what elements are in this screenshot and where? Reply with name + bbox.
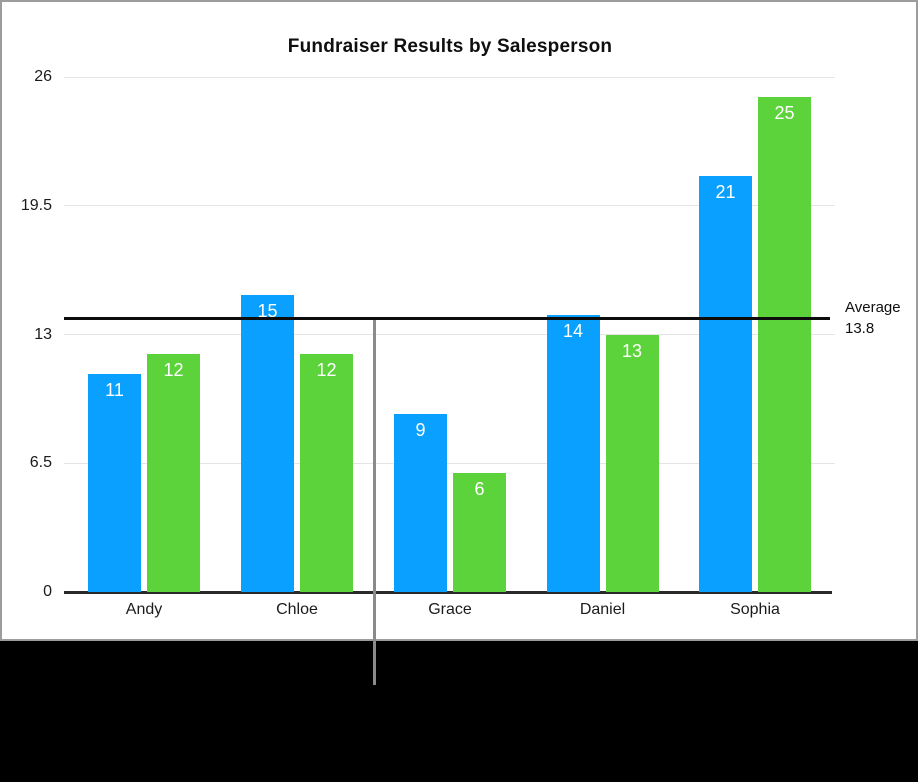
bar-series-green-andy — [147, 354, 200, 592]
average-value-text: 13.8 — [845, 320, 875, 337]
bar-series-green-daniel — [605, 334, 659, 592]
x-axis-line — [64, 591, 832, 594]
average-label-text: Average — [845, 299, 901, 316]
x-category-label: Chloe — [276, 601, 318, 618]
bar-series-green-grace — [453, 473, 506, 592]
bar-series-green-sophia — [758, 96, 811, 592]
bar-value-label: 14 — [562, 320, 584, 341]
average-reference-line — [64, 317, 830, 321]
chart-title: Fundraiser Results by Salesperson — [287, 36, 613, 57]
y-axis-tick-label: 0 — [43, 583, 52, 600]
y-axis-tick-label: 13 — [34, 325, 52, 343]
bar-series-blue-chloe — [241, 294, 294, 592]
x-category-label: Grace — [428, 601, 472, 618]
bar-series-blue-grace — [394, 413, 447, 592]
average-line-label: Average 13.8 — [845, 297, 901, 339]
callout-pointer-line — [373, 317, 376, 685]
bar-series-green-chloe — [300, 354, 353, 592]
gridline — [64, 205, 835, 207]
bar-series-blue-daniel — [546, 314, 600, 592]
x-category-label: Sophia — [730, 601, 780, 618]
bar-value-label: 13 — [621, 340, 643, 361]
y-axis-tick-label: 6.5 — [29, 454, 52, 472]
bar-value-label: 9 — [415, 419, 426, 440]
bar-value-label: 15 — [257, 300, 278, 321]
bar-value-label: 12 — [163, 360, 184, 381]
gridline — [64, 76, 835, 78]
gridline — [64, 462, 835, 464]
bar-value-label: 6 — [474, 479, 485, 500]
chart-panel: Fundraiser Results by Salesperson 0 6.5 13… — [0, 0, 918, 641]
y-axis-tick-label: 26 — [34, 68, 52, 85]
y-axis-tick-label: 19.5 — [20, 196, 52, 214]
bar-series-blue-sophia — [699, 176, 752, 592]
x-category-label: Andy — [125, 601, 163, 618]
bar-value-label: 12 — [316, 360, 337, 381]
bar-value-label: 21 — [715, 182, 736, 203]
bar-value-label: 25 — [774, 102, 795, 123]
gridline — [64, 334, 835, 335]
x-category-label: Daniel — [579, 601, 626, 618]
bar-series-blue-andy — [88, 374, 141, 592]
bar-value-label: 11 — [105, 380, 124, 401]
